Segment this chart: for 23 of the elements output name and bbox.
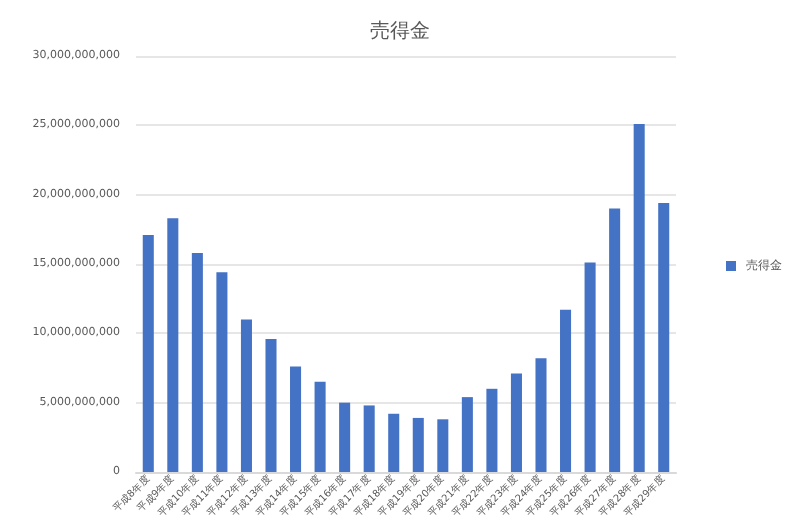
bar xyxy=(216,272,228,472)
chart-title: 売得金 xyxy=(370,19,430,43)
bar xyxy=(339,402,351,472)
bar xyxy=(609,208,621,472)
bar xyxy=(633,123,645,472)
bar xyxy=(560,309,572,472)
bar xyxy=(412,417,424,472)
bar xyxy=(510,373,522,472)
bar xyxy=(461,397,473,472)
bar xyxy=(314,381,326,472)
bar xyxy=(388,413,400,472)
bar xyxy=(290,366,302,472)
bar xyxy=(363,405,375,472)
bar xyxy=(265,338,277,472)
bar xyxy=(167,218,179,472)
bar xyxy=(658,202,670,472)
bar xyxy=(142,234,154,472)
bar xyxy=(584,262,596,472)
bar xyxy=(486,388,498,472)
bar xyxy=(535,358,547,472)
bar xyxy=(240,319,252,472)
bar xyxy=(437,419,449,472)
bar xyxy=(191,252,203,472)
